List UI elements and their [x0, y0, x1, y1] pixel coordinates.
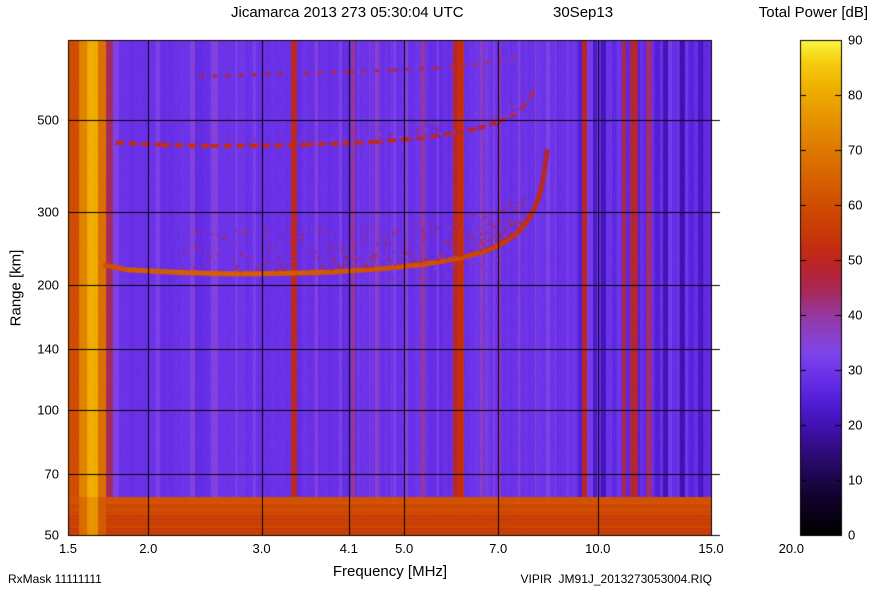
- x-tick-label: 10.0: [585, 541, 611, 556]
- x-tick-label: 1.5: [58, 541, 78, 556]
- plot-date-label: 30Sep13: [553, 4, 614, 21]
- x-tick-label: 15.0: [698, 541, 724, 556]
- y-tick-label: 300: [37, 204, 59, 220]
- x-tick-label: 2.0: [139, 541, 158, 556]
- x-tick-label: 3.0: [252, 541, 271, 556]
- colorbar-tick-label: 30: [848, 362, 863, 378]
- x-tick-label: 4.1: [339, 541, 358, 556]
- x-tick-label: 20.0: [778, 541, 804, 556]
- y-tick-label: 500: [37, 112, 59, 128]
- colorbar-tick-label: 80: [848, 87, 863, 103]
- x-tick-label: 7.0: [489, 541, 508, 556]
- y-tick-label: 70: [44, 466, 59, 482]
- colorbar-tick-label: 0: [848, 527, 856, 543]
- rx-mask-label: RxMask 11111111: [8, 572, 102, 586]
- colorbar-tick-label: 70: [848, 142, 863, 158]
- plot-title: Jicamarca 2013 273 05:30:04 UTC: [231, 4, 464, 21]
- colorbar-tick-label: 10: [848, 472, 863, 488]
- colorbar-tick-label: 50: [848, 252, 863, 268]
- colorbar-tick-label: 90: [848, 32, 863, 48]
- colorbar-tick-label: 20: [848, 417, 863, 433]
- data-file-label: VIPIR JM91J_2013273053004.RIQ: [520, 572, 712, 586]
- colorbar-title: Total Power [dB]: [758, 4, 868, 21]
- x-tick-label: 5.0: [395, 541, 414, 556]
- y-tick-label: 100: [37, 402, 59, 418]
- x-axis-label: Frequency [MHz]: [332, 563, 448, 580]
- y-axis-label: Range [km]: [7, 249, 25, 327]
- y-tick-label: 200: [37, 277, 59, 293]
- y-tick-label: 140: [37, 341, 59, 357]
- colorbar-tick-label: 60: [848, 197, 863, 213]
- y-tick-label: 50: [44, 527, 59, 543]
- colorbar-tick-label: 40: [848, 307, 863, 323]
